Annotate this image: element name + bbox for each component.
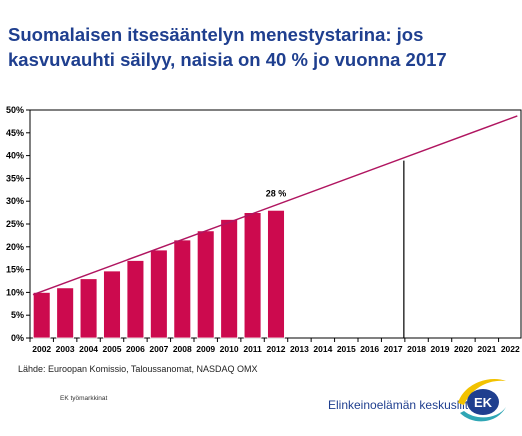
y-tick-label: 45% xyxy=(6,128,24,138)
x-tick-label: 2002 xyxy=(32,344,51,354)
x-tick-label: 2014 xyxy=(313,344,332,354)
bar xyxy=(150,249,168,339)
logo-badge-text: EK xyxy=(474,395,493,410)
bar xyxy=(126,260,145,339)
x-tick-label: 2008 xyxy=(173,344,192,354)
source-note: Lähde: Euroopan Komissio, Taloussanomat,… xyxy=(18,364,258,374)
y-tick-label: 35% xyxy=(6,173,24,183)
y-tick-label: 30% xyxy=(6,196,24,206)
x-tick-label: 2016 xyxy=(360,344,379,354)
y-tick-label: 0% xyxy=(11,333,24,343)
footnote: EK työmarkkinat xyxy=(60,395,108,402)
x-tick-label: 2022 xyxy=(501,344,520,354)
x-tick-label: 2017 xyxy=(384,344,403,354)
bar xyxy=(103,270,121,339)
logo-teal-swoosh-icon xyxy=(460,407,506,422)
x-tick-label: 2009 xyxy=(196,344,215,354)
chart-title: Suomalaisen itsesääntelyn menestystarina… xyxy=(8,22,513,72)
y-tick-label: 50% xyxy=(6,105,24,115)
x-tick-label: 2006 xyxy=(126,344,145,354)
x-tick-label: 2021 xyxy=(477,344,496,354)
y-tick-label: 40% xyxy=(6,151,24,161)
y-tick-label: 25% xyxy=(6,219,24,229)
chart-title-line-1: Suomalaisen itsesääntelyn menestystarina… xyxy=(8,24,424,45)
x-tick-label: 2020 xyxy=(454,344,473,354)
y-tick-label: 15% xyxy=(6,265,24,275)
bar xyxy=(267,209,285,339)
x-tick-label: 2005 xyxy=(103,344,122,354)
bar xyxy=(220,219,238,339)
bar xyxy=(243,212,262,339)
logo-blue-disc-icon xyxy=(467,389,499,415)
bar xyxy=(173,239,192,339)
x-tick-label: 2012 xyxy=(267,344,286,354)
x-tick-label: 2004 xyxy=(79,344,98,354)
y-tick-label: 5% xyxy=(11,310,24,320)
x-tick-label: 2003 xyxy=(56,344,75,354)
logo-yellow-swoosh-icon xyxy=(458,379,506,405)
trend-line xyxy=(32,115,518,296)
bar xyxy=(32,291,51,339)
x-tick-label: 2019 xyxy=(431,344,450,354)
data-label: 28 % xyxy=(266,188,287,198)
ek-logo: EK xyxy=(458,379,506,422)
chart-title-line-2: kasvuvauhti säilyy, naisia on 40 % jo vu… xyxy=(8,49,447,70)
logo-text: Elinkeinoelämän keskusliitto xyxy=(328,398,479,412)
x-tick-label: 2015 xyxy=(337,344,356,354)
x-tick-label: 2007 xyxy=(149,344,168,354)
x-tick-label: 2011 xyxy=(243,344,262,354)
x-tick-label: 2010 xyxy=(220,344,239,354)
y-tick-label: 10% xyxy=(6,287,24,297)
bar xyxy=(56,287,74,339)
bar xyxy=(196,230,215,339)
x-tick-label: 2018 xyxy=(407,344,426,354)
bar xyxy=(79,278,98,339)
y-tick-label: 20% xyxy=(6,242,24,252)
x-tick-label: 2013 xyxy=(290,344,309,354)
